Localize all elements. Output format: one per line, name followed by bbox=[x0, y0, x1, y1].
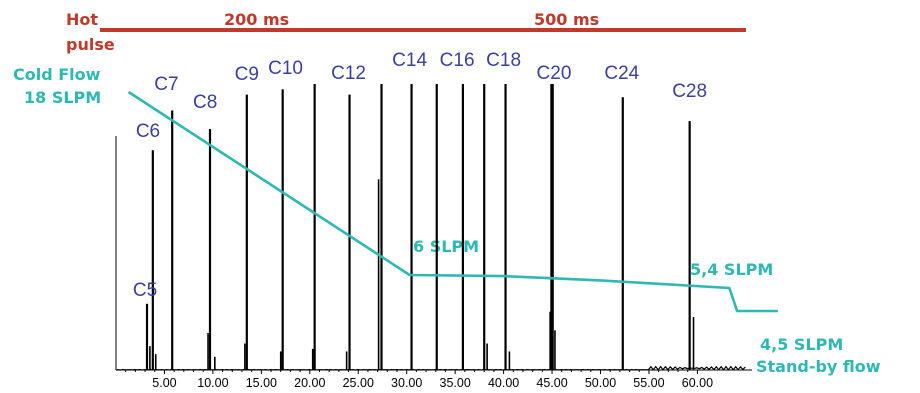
flow-5-4slpm-label: 5,4 SLPM bbox=[690, 260, 773, 279]
x-tick-label: 20.00 bbox=[294, 376, 325, 390]
minor-peak bbox=[554, 330, 556, 370]
peak-label-c8: C8 bbox=[193, 92, 217, 113]
x-tick-label: 5.00 bbox=[152, 376, 176, 390]
hot-pulse-500ms-label: 500 ms bbox=[534, 10, 599, 29]
peak-label-c9: C9 bbox=[235, 64, 259, 85]
x-tick-label: 50.00 bbox=[585, 376, 616, 390]
peak-label-c16: C16 bbox=[440, 50, 475, 71]
peak-c10 bbox=[281, 89, 284, 370]
peak-c16 bbox=[435, 84, 438, 370]
peak-c6 bbox=[151, 150, 154, 370]
peak-label-c6: C6 bbox=[136, 121, 160, 142]
minor-peak bbox=[207, 332, 209, 370]
peak-c9 bbox=[245, 94, 248, 370]
x-tick-label: 25.00 bbox=[343, 376, 374, 390]
x-tick-label: 40.00 bbox=[488, 376, 519, 390]
peak-label-c10: C10 bbox=[268, 58, 303, 79]
minor-peak bbox=[149, 346, 151, 370]
peak-c20 bbox=[550, 84, 554, 370]
minor-peak bbox=[377, 179, 380, 370]
x-axis-ticks: 5.00 10.00 15.00 20.00 25.00 30.00 35.00 40.00 4… bbox=[125, 370, 713, 390]
minor-peak bbox=[154, 354, 157, 370]
hot-pulse-label-line2: pulse bbox=[66, 35, 115, 54]
minor-peak bbox=[508, 351, 511, 370]
peak-c12 bbox=[313, 84, 316, 370]
peak-c5 bbox=[145, 303, 149, 370]
hot-pulse-label-line1: Hot bbox=[66, 10, 98, 29]
x-tick-label: 30.00 bbox=[391, 376, 422, 390]
peak-c7 bbox=[171, 110, 174, 371]
peak-c16 bbox=[461, 84, 465, 370]
standby-flow-label: Stand-by flow bbox=[756, 357, 881, 376]
peak-c12 bbox=[348, 94, 351, 370]
minor-peak bbox=[214, 356, 216, 370]
x-tick-label: 60.00 bbox=[682, 376, 713, 390]
peak-c14 bbox=[380, 84, 383, 370]
minor-peak bbox=[311, 348, 314, 370]
minor-peak bbox=[486, 343, 488, 370]
minor-peak bbox=[345, 351, 348, 370]
flow-4-5slpm-label: 4,5 SLPM bbox=[760, 335, 843, 354]
x-tick-label: 55.00 bbox=[633, 376, 664, 390]
flow-program-line bbox=[127, 90, 778, 313]
minor-peak bbox=[692, 317, 695, 370]
peak-label-c12: C12 bbox=[331, 63, 366, 84]
peak-c28 bbox=[688, 121, 691, 371]
peak-label-c20: C20 bbox=[537, 63, 572, 84]
peak-c24 bbox=[621, 97, 624, 371]
minor-peak bbox=[279, 351, 282, 370]
minor-peak bbox=[244, 343, 246, 370]
x-tick-label: 45.00 bbox=[536, 376, 567, 390]
cold-flow-label: Cold Flow bbox=[13, 65, 101, 84]
peak-c18 bbox=[504, 84, 507, 370]
peak-label-c18: C18 bbox=[486, 50, 521, 71]
peak-label-c28: C28 bbox=[672, 81, 707, 102]
chromatogram-peaks bbox=[145, 84, 695, 371]
peak-label-c14: C14 bbox=[392, 50, 427, 71]
peak-label-c5: C5 bbox=[133, 280, 157, 301]
x-tick-label: 15.00 bbox=[246, 376, 277, 390]
flow-6slpm-label: 6 SLPM bbox=[413, 237, 479, 256]
peak-c18 bbox=[483, 84, 486, 370]
cold-flow-rate-label: 18 SLPM bbox=[24, 88, 101, 107]
peak-label-c7: C7 bbox=[154, 74, 178, 95]
hot-pulse-200ms-label: 200 ms bbox=[224, 10, 289, 29]
chromatogram-baseline bbox=[117, 365, 746, 371]
peak-labels: C5 C6 C7 C8 C9 C10 C12 C14 C16 C18 C20 C24 C28 bbox=[133, 50, 707, 301]
peak-c8 bbox=[208, 129, 212, 370]
x-tick-label: 10.00 bbox=[197, 376, 228, 390]
peak-c14 bbox=[410, 84, 413, 370]
minor-peak bbox=[549, 311, 551, 370]
peak-label-c24: C24 bbox=[604, 63, 639, 84]
x-tick-label: 35.00 bbox=[440, 376, 471, 390]
